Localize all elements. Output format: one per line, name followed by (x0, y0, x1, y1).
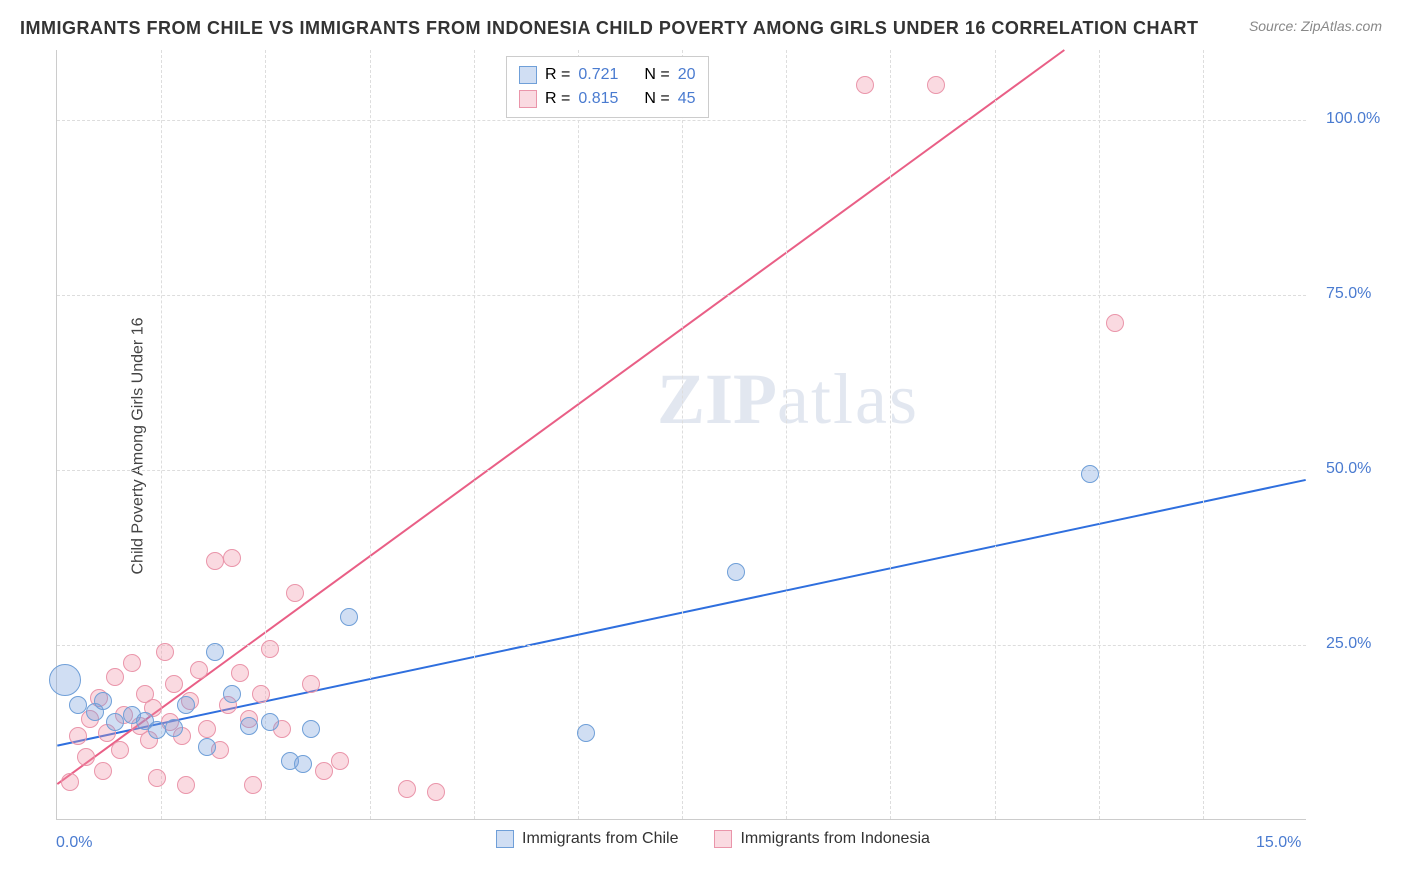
data-point (156, 643, 174, 661)
gridline-vertical (474, 50, 475, 819)
legend-r-label: R = (545, 87, 570, 111)
data-point (1081, 465, 1099, 483)
trend-line (57, 50, 1064, 784)
gridline-vertical (1203, 50, 1204, 819)
legend-swatch (519, 90, 537, 108)
chart-title: IMMIGRANTS FROM CHILE VS IMMIGRANTS FROM… (20, 18, 1199, 39)
data-point (261, 713, 279, 731)
y-tick-label: 25.0% (1326, 635, 1371, 653)
x-tick-label: 15.0% (1256, 834, 1301, 852)
series-legend: Immigrants from Chile Immigrants from Ind… (496, 830, 930, 848)
gridline-vertical (682, 50, 683, 819)
data-point (302, 675, 320, 693)
legend-n-label: N = (644, 87, 669, 111)
data-point (856, 76, 874, 94)
data-point (177, 696, 195, 714)
data-point (727, 563, 745, 581)
y-tick-label: 50.0% (1326, 460, 1371, 478)
data-point (106, 713, 124, 731)
data-point (331, 752, 349, 770)
gridline-vertical (890, 50, 891, 819)
legend-swatch (496, 830, 514, 848)
legend-item: Immigrants from Chile (496, 830, 678, 848)
gridline-vertical (1099, 50, 1100, 819)
data-point (294, 755, 312, 773)
data-point (223, 549, 241, 567)
data-point (1106, 314, 1124, 332)
x-tick-label: 0.0% (56, 834, 92, 852)
data-point (198, 720, 216, 738)
legend-row: R = 0.815 N = 45 (519, 87, 696, 111)
data-point (261, 640, 279, 658)
data-point (398, 780, 416, 798)
data-point (427, 783, 445, 801)
correlation-legend: R = 0.721 N = 20 R = 0.815 N = 45 (506, 56, 709, 118)
legend-r-value: 0.815 (578, 87, 618, 111)
data-point (148, 721, 166, 739)
data-point (165, 719, 183, 737)
data-point (340, 608, 358, 626)
gridline-vertical (995, 50, 996, 819)
y-tick-label: 100.0% (1326, 110, 1380, 128)
data-point (94, 762, 112, 780)
data-point (77, 748, 95, 766)
data-point (49, 664, 81, 696)
legend-item: Immigrants from Indonesia (714, 830, 929, 848)
gridline-vertical (161, 50, 162, 819)
data-point (61, 773, 79, 791)
legend-series-label: Immigrants from Indonesia (740, 830, 929, 848)
data-point (927, 76, 945, 94)
plot-area: ZIPatlas (56, 50, 1306, 820)
watermark: ZIPatlas (657, 358, 919, 441)
y-tick-label: 75.0% (1326, 285, 1371, 303)
data-point (244, 776, 262, 794)
gridline-vertical (370, 50, 371, 819)
legend-r-value: 0.721 (578, 63, 618, 87)
gridline-vertical (786, 50, 787, 819)
data-point (206, 643, 224, 661)
gridline-vertical (578, 50, 579, 819)
data-point (123, 654, 141, 672)
data-point (240, 717, 258, 735)
legend-n-value: 20 (678, 63, 696, 87)
source-label: Source: ZipAtlas.com (1249, 18, 1382, 34)
data-point (231, 664, 249, 682)
data-point (198, 738, 216, 756)
legend-r-label: R = (545, 63, 570, 87)
data-point (177, 776, 195, 794)
data-point (252, 685, 270, 703)
data-point (165, 675, 183, 693)
data-point (190, 661, 208, 679)
data-point (111, 741, 129, 759)
data-point (69, 727, 87, 745)
data-point (286, 584, 304, 602)
legend-swatch (519, 66, 537, 84)
data-point (302, 720, 320, 738)
legend-swatch (714, 830, 732, 848)
legend-series-label: Immigrants from Chile (522, 830, 678, 848)
legend-row: R = 0.721 N = 20 (519, 63, 696, 87)
gridline-vertical (265, 50, 266, 819)
data-point (69, 696, 87, 714)
data-point (206, 552, 224, 570)
data-point (315, 762, 333, 780)
legend-n-label: N = (644, 63, 669, 87)
data-point (106, 668, 124, 686)
legend-n-value: 45 (678, 87, 696, 111)
data-point (94, 692, 112, 710)
data-point (223, 685, 241, 703)
data-point (148, 769, 166, 787)
data-point (577, 724, 595, 742)
